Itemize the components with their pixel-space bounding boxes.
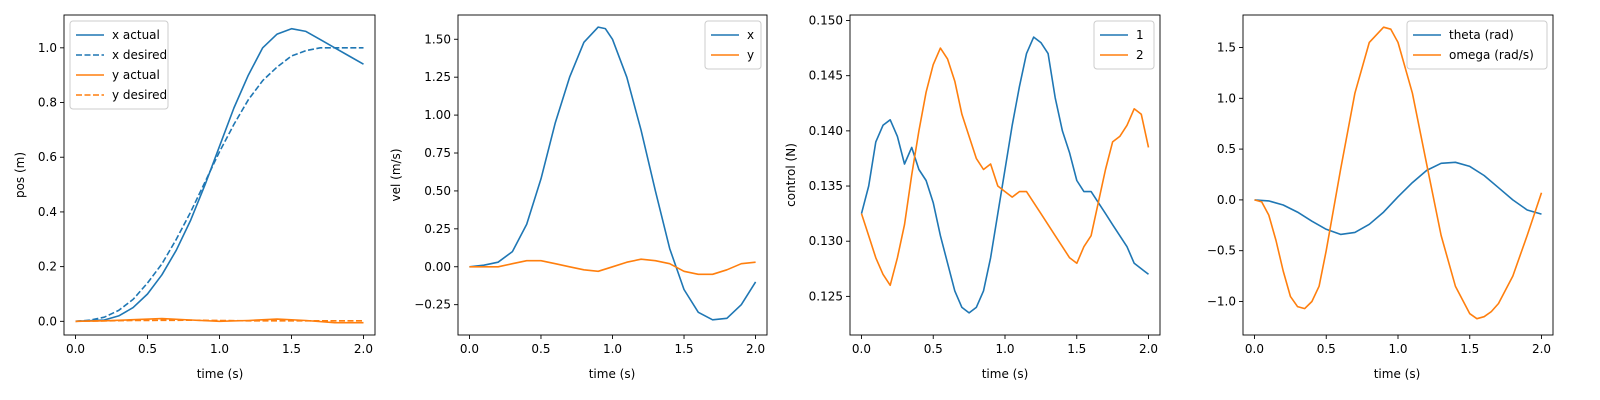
- plot-area: 0.0 0.5 1.0 1.5 2.0 −0.25 0.00 0.25 0.50 0.75 1.00…: [414, 14, 768, 356]
- y-tick-label: 0.25: [424, 222, 451, 236]
- legend: 12: [1093, 20, 1155, 70]
- y-tick-label: 0.145: [809, 69, 843, 83]
- x-tick-label: 0.0: [66, 342, 85, 356]
- legend-label: x: [747, 28, 754, 42]
- legend: x actual x desired y actual y desired: [69, 20, 169, 110]
- series-line-2: [1254, 26, 1543, 320]
- y-tick-label: 0.0: [38, 314, 57, 328]
- y-tick-label: 0.5: [1217, 142, 1236, 156]
- y-axis-label: vel (m/s): [389, 149, 403, 202]
- y-tick-label: 1.5: [1217, 41, 1236, 55]
- legend-label: y: [747, 48, 754, 62]
- y-tick-label: 1.0: [38, 41, 57, 55]
- legend-label: theta (rad): [1449, 28, 1514, 42]
- y-tick-label: 1.25: [424, 70, 451, 84]
- x-axis-label: time (s): [1374, 367, 1421, 381]
- legend-label: x actual: [112, 28, 160, 42]
- x-tick-label: 2.0: [1139, 342, 1158, 356]
- y-tick-label: 0.140: [809, 124, 843, 138]
- y-tick-label: 0.150: [809, 14, 843, 28]
- x-tick-label: 2.0: [746, 342, 765, 356]
- y-tick-label: 0.125: [809, 289, 843, 303]
- y-axis-label: control (N): [784, 143, 798, 207]
- x-tick-label: 0.0: [852, 342, 871, 356]
- x-axis-label: time (s): [197, 367, 244, 381]
- panel-position: 0.0 0.5 1.0 1.5 2.0 0.0 0.2 0.4 0.6 0.8 1.0 x actua…: [13, 14, 376, 381]
- x-tick-label: 1.5: [1067, 342, 1086, 356]
- y-tick-label: 0.135: [809, 179, 843, 193]
- y-tick-label: 0.8: [38, 96, 57, 110]
- series-line-1: [469, 26, 757, 321]
- series-line-2: [469, 258, 756, 276]
- y-axis-label: pos (m): [13, 152, 27, 198]
- y-tick-label: 0.75: [424, 146, 451, 160]
- y-tick-label: 0.50: [424, 184, 451, 198]
- x-tick-label: 2.0: [1532, 342, 1551, 356]
- x-tick-label: 0.5: [1317, 342, 1336, 356]
- x-tick-label: 2.0: [354, 342, 373, 356]
- y-tick-label: 0.130: [809, 234, 843, 248]
- y-tick-label: 0.0: [1217, 193, 1236, 207]
- panel-angle: 0.0 0.5 1.0 1.5 2.0 −1.0 −0.5 0.0 0.5 1.0 1.5 theta…: [1207, 14, 1554, 381]
- y-tick-label: −1.0: [1207, 294, 1236, 308]
- x-tick-label: 1.0: [210, 342, 229, 356]
- panel-velocity: 0.0 0.5 1.0 1.5 2.0 −0.25 0.00 0.25 0.50 0.75 1.00…: [389, 14, 768, 381]
- legend-box: [1093, 20, 1155, 70]
- x-axis-label: time (s): [982, 367, 1029, 381]
- y-tick-label: −0.25: [414, 298, 451, 312]
- legend-box: [704, 20, 762, 70]
- legend-label: y actual: [112, 68, 160, 82]
- legend-label: 1: [1136, 28, 1144, 42]
- x-tick-label: 1.5: [282, 342, 301, 356]
- x-tick-label: 0.0: [460, 342, 479, 356]
- y-tick-label: 0.4: [38, 205, 57, 219]
- legend-label: 2: [1136, 48, 1144, 62]
- y-tick-label: 0.2: [38, 260, 57, 274]
- y-tick-label: 0.00: [424, 260, 451, 274]
- series-line-1: [75, 27, 364, 323]
- series-line-4: [75, 319, 364, 323]
- y-tick-label: −0.5: [1207, 244, 1236, 258]
- x-tick-label: 1.0: [995, 342, 1014, 356]
- panel-control: 0.0 0.5 1.0 1.5 2.0 0.125 0.130 0.135 0.140 0.145…: [784, 14, 1161, 381]
- plot-area: 0.0 0.5 1.0 1.5 2.0 −1.0 −0.5 0.0 0.5 1.0 1.5 theta…: [1207, 14, 1554, 356]
- x-tick-label: 1.5: [1460, 342, 1479, 356]
- series-line-2: [860, 47, 1150, 287]
- legend-box: [69, 20, 169, 110]
- series-line-2: [75, 47, 364, 323]
- plot-area: 0.0 0.5 1.0 1.5 2.0 0.0 0.2 0.4 0.6 0.8 1.0 x actua…: [38, 14, 376, 356]
- x-tick-label: 1.0: [603, 342, 622, 356]
- legend-label: y desired: [112, 88, 167, 102]
- series-line-1: [1254, 161, 1542, 236]
- x-tick-label: 0.5: [924, 342, 943, 356]
- y-tick-label: 1.00: [424, 108, 451, 122]
- legend: xy: [704, 20, 762, 70]
- y-tick-label: 1.50: [424, 32, 451, 46]
- y-tick-label: 1.0: [1217, 91, 1236, 105]
- x-tick-label: 1.0: [1388, 342, 1407, 356]
- x-tick-label: 1.5: [674, 342, 693, 356]
- legend-box: [1406, 20, 1548, 70]
- y-tick-label: 0.6: [38, 150, 57, 164]
- x-tick-label: 0.5: [138, 342, 157, 356]
- x-tick-label: 0.0: [1245, 342, 1264, 356]
- legend-label: x desired: [112, 48, 167, 62]
- legend-label: omega (rad/s): [1449, 48, 1534, 62]
- plot-area: 0.0 0.5 1.0 1.5 2.0 0.125 0.130 0.135 0.140 0.145…: [809, 14, 1161, 356]
- series-line-1: [860, 36, 1149, 314]
- legend: theta (rad) omega (rad/s): [1406, 20, 1548, 70]
- x-tick-label: 0.5: [531, 342, 550, 356]
- x-axis-label: time (s): [589, 367, 636, 381]
